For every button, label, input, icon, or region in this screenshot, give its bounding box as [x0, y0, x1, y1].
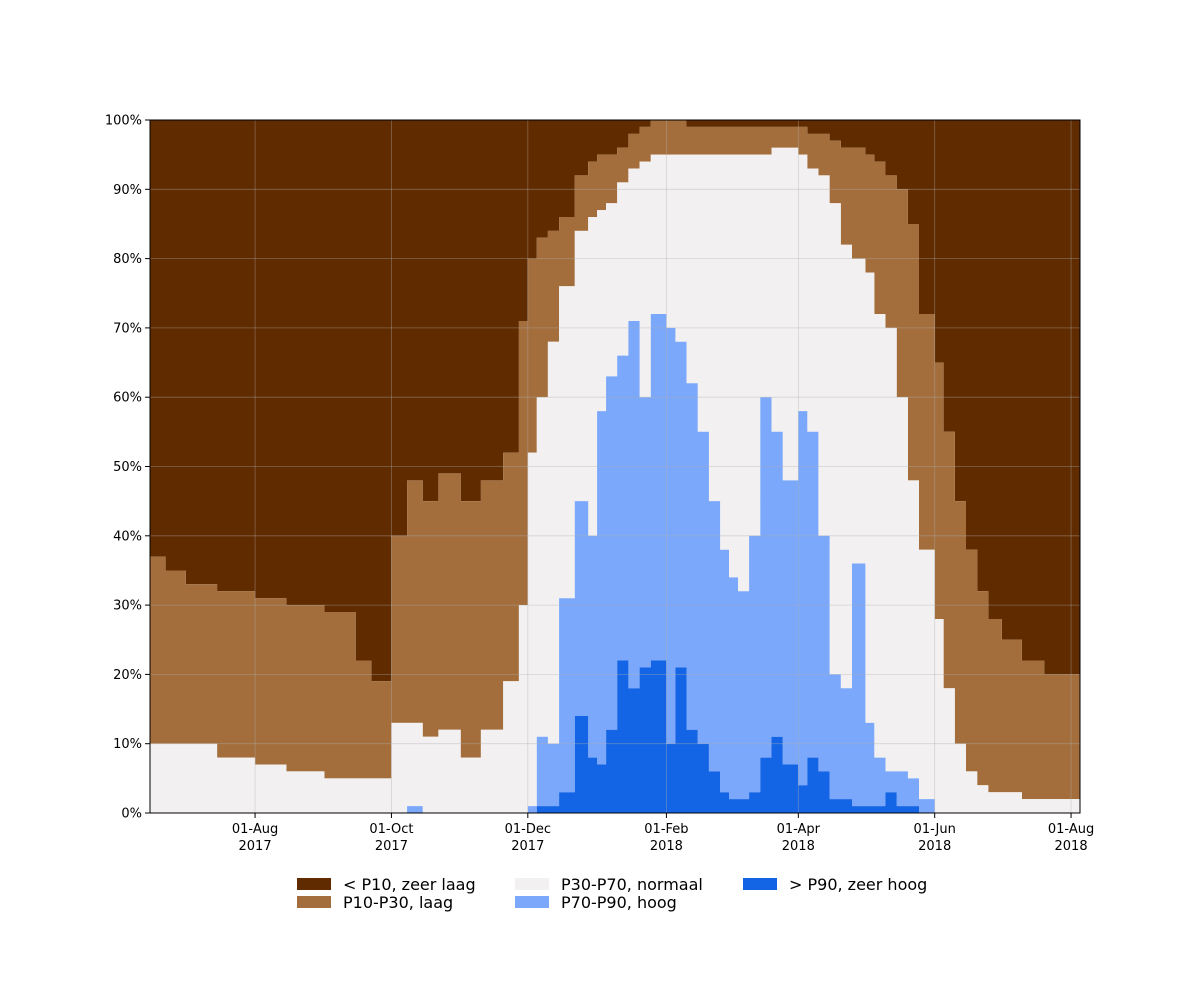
- y-tick-label: 60%: [113, 391, 142, 406]
- x-tick-label-date: 01-Feb: [644, 822, 688, 837]
- plot-areas: [150, 120, 1080, 813]
- x-tick-label-year: 2017: [511, 839, 544, 854]
- legend-swatch: [515, 896, 549, 908]
- legend-label: P10-P30, laag: [343, 893, 453, 912]
- y-tick-label: 30%: [113, 599, 142, 614]
- legend-label: > P90, zeer hoog: [789, 875, 927, 894]
- legend-label: P70-P90, hoog: [561, 893, 677, 912]
- legend-label: P30-P70, normaal: [561, 875, 703, 894]
- x-tick-label-year: 2018: [782, 839, 815, 854]
- area-zeer-hoog: [150, 660, 1080, 813]
- y-tick-label: 50%: [113, 460, 142, 475]
- legend-swatch: [297, 896, 331, 908]
- x-tick-label-date: 01-Oct: [369, 822, 413, 837]
- legend-label: < P10, zeer laag: [343, 875, 476, 894]
- area-normaal: [150, 147, 1080, 813]
- legend-swatch: [297, 878, 331, 890]
- y-tick-label: 90%: [113, 183, 142, 198]
- x-tick-label-date: 01-Jun: [914, 822, 956, 837]
- x-axis: 01-Aug 2017 01-Oct 2017 01-Dec 2017 01-Feb 2018…: [232, 813, 1094, 854]
- legend-swatch: [515, 878, 549, 890]
- x-tick-label-date: 01-Apr: [777, 822, 821, 837]
- y-axis: 0% 10% 20% 30% 40% 50% 60% 70% 80% 90% 100%: [105, 114, 150, 822]
- x-tick-label-year: 2017: [375, 839, 408, 854]
- y-tick-label: 70%: [113, 321, 142, 336]
- area-zeer-laag: [150, 120, 1080, 682]
- legend-swatch: [743, 878, 777, 890]
- x-tick-label-date: 01-Dec: [505, 822, 551, 837]
- x-tick-label-date: 01-Aug: [232, 822, 278, 837]
- area-hoog: [150, 314, 1080, 813]
- y-tick-label: 0%: [121, 807, 142, 822]
- y-tick-label: 20%: [113, 668, 142, 683]
- y-tick-label: 100%: [105, 114, 142, 129]
- y-tick-label: 40%: [113, 529, 142, 544]
- x-tick-label-year: 2018: [1055, 839, 1088, 854]
- y-tick-label: 10%: [113, 737, 142, 752]
- x-tick-label-date: 01-Aug: [1048, 822, 1094, 837]
- y-tick-label: 80%: [113, 252, 142, 267]
- x-tick-label-year: 2017: [239, 839, 272, 854]
- area-laag: [150, 120, 1080, 800]
- x-tick-label-year: 2018: [918, 839, 951, 854]
- x-tick-label-year: 2018: [650, 839, 683, 854]
